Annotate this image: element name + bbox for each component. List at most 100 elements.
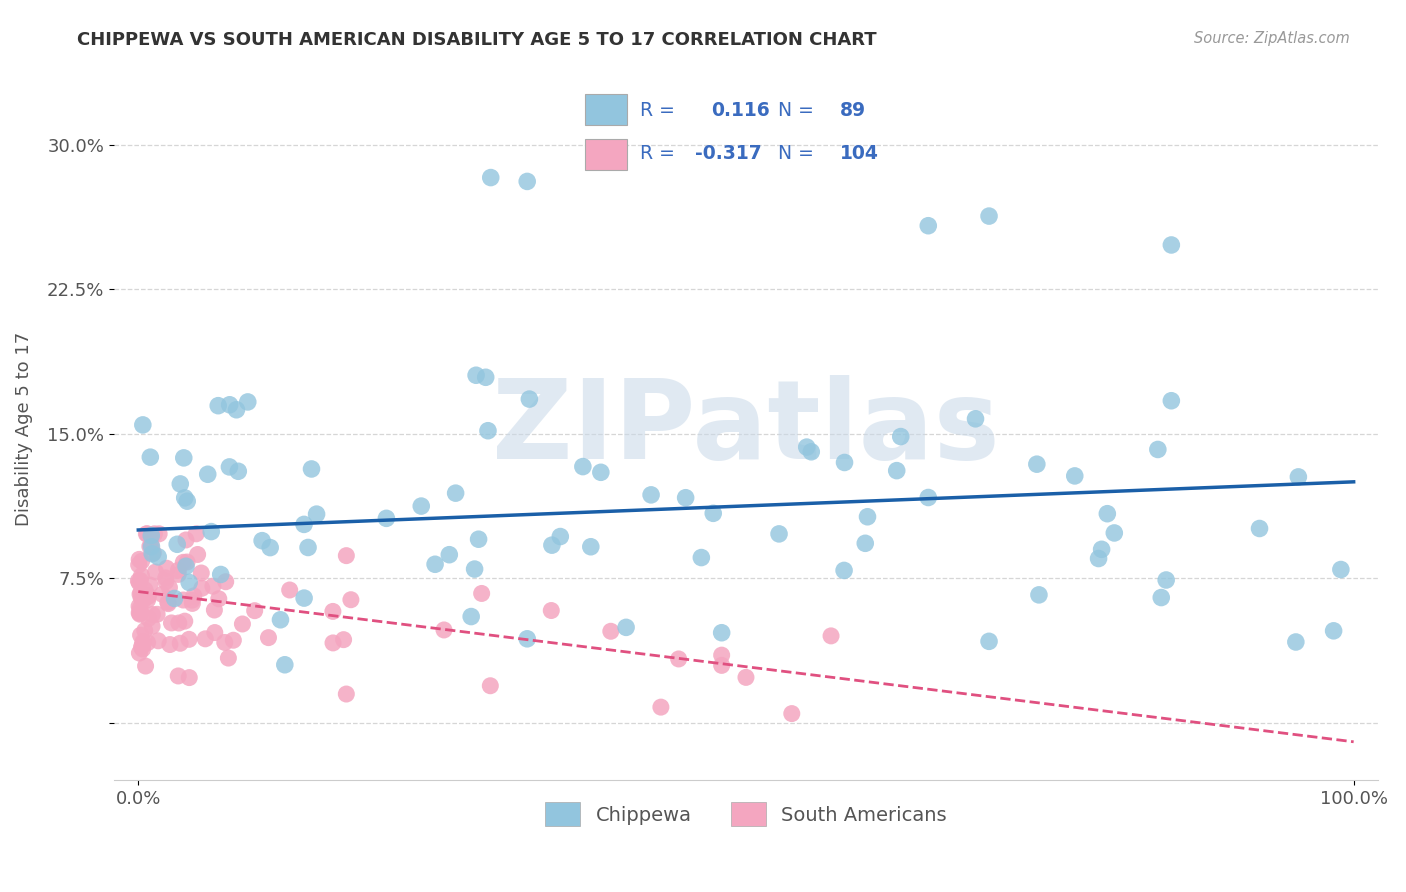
Point: [136, 592, 159, 607]
Point: [614, 620, 637, 634]
Point: [1160, 393, 1182, 408]
Point: [194, 632, 217, 646]
Point: [471, 586, 494, 600]
Point: [187, 548, 209, 562]
Point: [589, 466, 612, 480]
Point: [965, 412, 987, 426]
Point: [834, 455, 856, 469]
Point: [519, 392, 541, 406]
Point: [129, 605, 152, 619]
Point: [702, 506, 724, 520]
Point: [917, 219, 939, 233]
Point: [917, 491, 939, 505]
Point: [305, 507, 328, 521]
Point: [710, 625, 733, 640]
Point: [132, 417, 155, 432]
Point: [132, 635, 155, 649]
Point: [1097, 507, 1119, 521]
Point: [1150, 591, 1173, 605]
Point: [129, 587, 152, 601]
Point: [167, 669, 190, 683]
Point: [218, 459, 240, 474]
Point: [274, 657, 297, 672]
Legend: Chippewa, South Americans: Chippewa, South Americans: [537, 795, 955, 834]
Point: [179, 575, 201, 590]
Point: [572, 459, 595, 474]
Point: [479, 170, 502, 185]
Point: [1104, 525, 1126, 540]
Point: [186, 526, 208, 541]
Point: [231, 617, 253, 632]
Point: [160, 615, 183, 630]
Point: [209, 567, 232, 582]
Point: [292, 591, 315, 606]
Point: [167, 615, 190, 630]
Point: [335, 549, 357, 563]
Point: [269, 613, 291, 627]
Point: [155, 574, 177, 589]
Point: [217, 651, 239, 665]
Point: [181, 596, 204, 610]
Point: [159, 581, 181, 595]
Point: [190, 566, 212, 580]
Point: [467, 533, 489, 547]
Point: [477, 424, 499, 438]
Point: [167, 567, 190, 582]
Point: [191, 581, 214, 595]
Point: [474, 370, 496, 384]
Point: [675, 491, 697, 505]
Point: [820, 629, 842, 643]
Point: [166, 537, 188, 551]
Point: [131, 640, 153, 654]
Point: [141, 540, 163, 554]
Point: [423, 558, 446, 572]
Point: [800, 444, 823, 458]
Point: [579, 540, 602, 554]
Point: [148, 526, 170, 541]
Point: [278, 582, 301, 597]
Point: [460, 609, 482, 624]
Point: [129, 586, 152, 600]
Y-axis label: Disability Age 5 to 17: Disability Age 5 to 17: [15, 332, 32, 526]
Point: [174, 533, 197, 547]
Point: [832, 563, 855, 577]
Point: [176, 494, 198, 508]
Point: [668, 652, 690, 666]
Point: [141, 547, 163, 561]
Point: [516, 174, 538, 188]
Text: Source: ZipAtlas.com: Source: ZipAtlas.com: [1194, 31, 1350, 46]
Point: [148, 633, 170, 648]
Point: [541, 538, 564, 552]
Point: [340, 592, 363, 607]
Point: [1028, 588, 1050, 602]
Point: [1025, 457, 1047, 471]
Point: [128, 552, 150, 566]
Point: [301, 462, 323, 476]
Point: [259, 541, 281, 555]
Point: [131, 637, 153, 651]
Point: [1160, 238, 1182, 252]
Point: [159, 638, 181, 652]
Point: [375, 511, 398, 525]
Point: [156, 595, 179, 609]
Point: [129, 601, 152, 615]
Point: [225, 402, 247, 417]
Point: [977, 209, 1000, 223]
Point: [128, 575, 150, 590]
Point: [177, 632, 200, 647]
Point: [155, 561, 177, 575]
Point: [222, 633, 245, 648]
Point: [226, 464, 249, 478]
Point: [201, 579, 224, 593]
Point: [136, 589, 159, 603]
Point: [444, 486, 467, 500]
Point: [215, 574, 238, 589]
Point: [464, 562, 486, 576]
Point: [136, 635, 159, 649]
Point: [134, 582, 156, 597]
Point: [780, 706, 803, 721]
Point: [439, 548, 461, 562]
Text: CHIPPEWA VS SOUTH AMERICAN DISABILITY AGE 5 TO 17 CORRELATION CHART: CHIPPEWA VS SOUTH AMERICAN DISABILITY AG…: [77, 31, 877, 49]
Point: [710, 658, 733, 673]
Point: [853, 536, 876, 550]
